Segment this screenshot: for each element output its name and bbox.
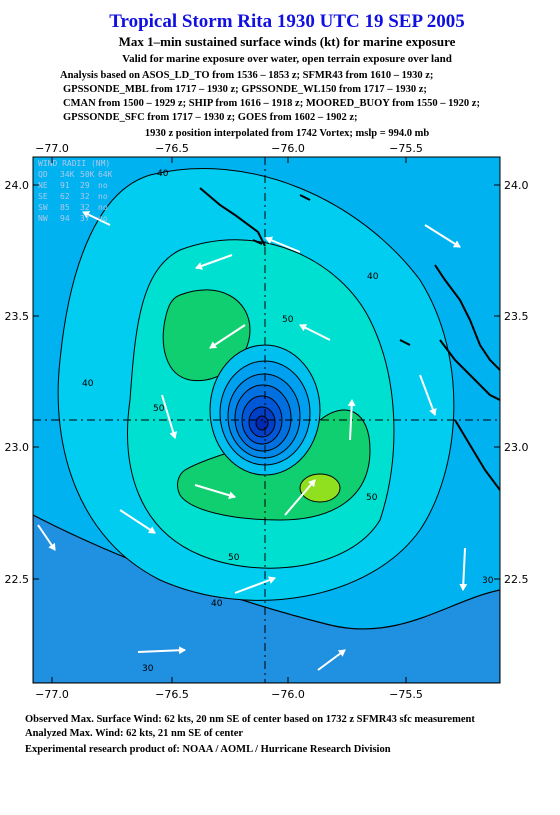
contour-label: 50 (366, 493, 378, 503)
wind-radii-cell: 32 (80, 203, 90, 212)
x-tick-label: −76.0 (271, 142, 305, 155)
wind-radii-cell: SE (38, 192, 48, 201)
y-tick-label: 24.0 (504, 179, 529, 192)
y-tick-label: 22.5 (504, 573, 529, 586)
wind-radii-cell: no (98, 192, 108, 201)
contour-label: 40 (157, 169, 169, 179)
wind-field: 40 40 40 50 50 50 50 40 30 30 WIND RADII… (33, 157, 500, 683)
wind-radii-cell: 94 (60, 214, 70, 223)
wind-radii-header: 34K (60, 170, 75, 179)
subtitle: Max 1–min sustained surface winds (kt) f… (119, 34, 456, 49)
x-tick-label: −76.5 (155, 688, 189, 701)
wind-radii-cell: 85 (60, 203, 70, 212)
y-tick-label: 23.0 (504, 441, 529, 454)
y-tick-label: 24.0 (5, 179, 30, 192)
x-tick-label: −75.5 (389, 688, 423, 701)
analysis-line: CMAN from 1500 – 1929 z; SHIP from 1616 … (63, 98, 480, 109)
wind-radii-title: WIND RADII (NM) (38, 159, 110, 168)
x-tick-label: −76.0 (271, 688, 305, 701)
wind-radii-cell: no (98, 214, 108, 223)
contour-label: 40 (367, 272, 379, 282)
contour-label: 30 (142, 664, 154, 674)
contour-label: 40 (211, 599, 223, 609)
observed-wind: Observed Max. Surface Wind: 62 kts, 20 n… (25, 714, 475, 725)
wind-vectors (37, 210, 468, 671)
contour-label: 50 (228, 553, 240, 563)
wind-radii-cell: NW (38, 214, 48, 223)
wind-radii-header: 50K (80, 170, 95, 179)
wind-radii-table: WIND RADII (NM) QD 34K 50K 64K NE 91 29 no SE 62 3… (38, 159, 113, 223)
position-note: 1930 z position interpolated from 1742 V… (145, 128, 429, 139)
wind-radii-cell: 62 (60, 192, 70, 201)
wind-radii-cell: 32 (80, 192, 90, 201)
wind-radii-cell: no (98, 203, 108, 212)
y-tick-label: 22.5 (5, 573, 30, 586)
contour-label: 50 (153, 404, 165, 414)
axes: −77.0 −77.0 −76.5 −76.5 −76.0 −76.0 −75.5 −75.5… (5, 142, 529, 701)
wind-radii-cell: no (98, 181, 108, 190)
y-tick-label: 23.5 (504, 310, 529, 323)
note: Valid for marine exposure over water, op… (122, 53, 452, 65)
contour-label: 30 (482, 576, 494, 586)
analysis-line: GPSSONDE_SFC from 1717 – 1930 z; GOES fr… (63, 112, 357, 123)
x-tick-label: −77.0 (35, 142, 69, 155)
analysis-line: GPSSONDE_MBL from 1717 – 1930 z; GPSSOND… (63, 84, 427, 95)
map-frame (32, 156, 501, 684)
credit: Experimental research product of: NOAA /… (25, 744, 391, 755)
wind-radii-cell: 91 (60, 181, 70, 190)
analyzed-wind: Analyzed Max. Wind: 62 kts, 21 nm SE of … (25, 728, 243, 739)
contour-label: 50 (282, 315, 294, 325)
analysis-line: Analysis based on ASOS_LD_TO from 1536 –… (60, 70, 433, 81)
contour-label: 40 (82, 379, 94, 389)
y-tick-label: 23.5 (5, 310, 30, 323)
wind-radii-header: 64K (98, 170, 113, 179)
wind-radii-cell: SW (38, 203, 48, 212)
wind-radii-cell: 37 (80, 214, 90, 223)
wind-radii-header: QD (38, 170, 48, 179)
x-tick-label: −76.5 (155, 142, 189, 155)
title: Tropical Storm Rita 1930 UTC 19 SEP 2005 (109, 11, 465, 32)
y-tick-label: 23.0 (5, 441, 30, 454)
wind-radii-cell: 29 (80, 181, 90, 190)
wind-radii-cell: NE (38, 181, 48, 190)
x-tick-label: −75.5 (389, 142, 423, 155)
x-tick-label: −77.0 (35, 688, 69, 701)
